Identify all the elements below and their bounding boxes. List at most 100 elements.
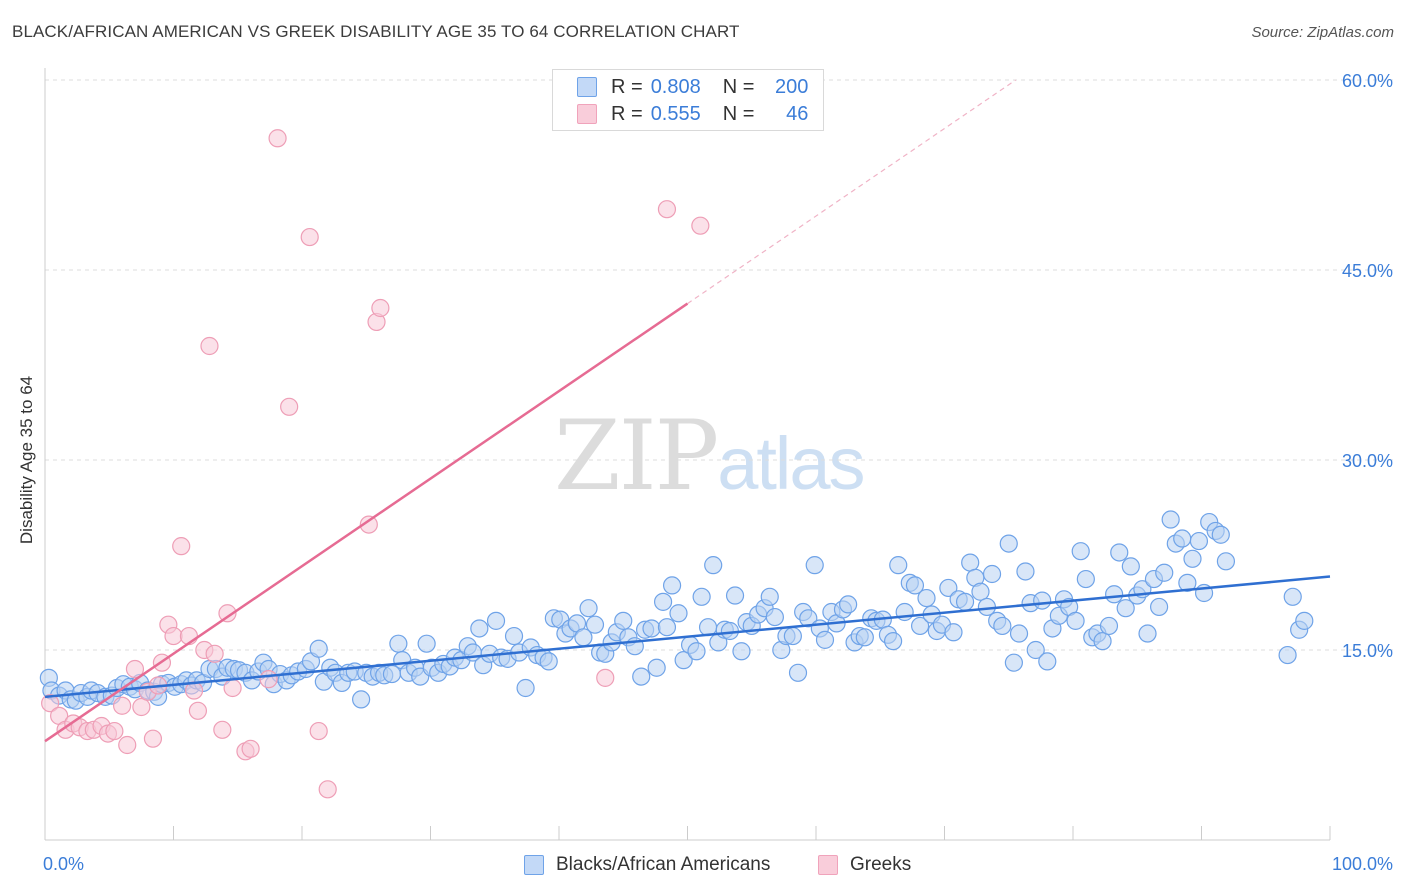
legend-r-label: R =: [611, 102, 643, 125]
data-point-blacks: [961, 553, 980, 572]
data-point-blacks: [905, 576, 925, 595]
data-point-blacks: [939, 578, 958, 598]
data-point-blacks: [470, 619, 489, 638]
data-point-greeks: [241, 739, 260, 758]
data-point-blacks: [1189, 531, 1209, 551]
data-point-blacks: [1295, 611, 1314, 630]
series-legend-blacks[interactable]: Blacks/African Americans: [524, 853, 770, 877]
data-point-greeks: [125, 659, 145, 679]
x-tick-label: 0.0%: [43, 854, 84, 874]
data-point-blacks: [883, 632, 903, 651]
data-point-greeks: [213, 720, 232, 739]
data-point-blacks: [417, 634, 436, 653]
data-point-blacks: [1105, 585, 1124, 604]
legend-n-label: N =: [722, 75, 755, 98]
data-point-blacks: [1161, 510, 1180, 529]
data-point-blacks: [704, 556, 723, 575]
data-point-blacks: [1121, 557, 1140, 576]
data-point-blacks: [662, 576, 682, 595]
data-point-greeks: [188, 701, 208, 720]
data-point-greeks: [596, 668, 615, 687]
data-point-blacks: [647, 658, 666, 677]
y-axis-label: Disability Age 35 to 64: [17, 375, 36, 545]
series-label-greeks: Greeks: [850, 854, 912, 875]
data-point-blacks: [614, 611, 633, 630]
watermark-atlas: atlas: [717, 422, 865, 505]
trend-line-blacks: [44, 575, 1331, 699]
data-point-blacks: [669, 604, 688, 623]
legend-r-value: 0.808: [650, 75, 701, 98]
data-point-blacks: [1116, 599, 1135, 618]
data-point-greeks: [132, 697, 151, 717]
data-point-greeks: [41, 694, 60, 713]
data-point-blacks: [539, 652, 558, 671]
legend-swatch-greeks: [577, 104, 597, 124]
data-point-blacks: [799, 609, 818, 628]
data-point-blacks: [917, 588, 936, 608]
data-point-blacks: [805, 556, 824, 575]
data-point-blacks: [999, 534, 1018, 553]
data-point-blacks: [309, 639, 328, 658]
data-point-greeks: [218, 604, 237, 623]
data-point-blacks: [1110, 543, 1129, 562]
data-point-blacks: [1178, 573, 1197, 592]
legend-r-label: R =: [611, 75, 643, 98]
data-point-greeks: [112, 696, 132, 715]
source-label: Source: ZipAtlas.com: [1251, 24, 1394, 41]
data-point-greeks: [359, 515, 378, 534]
watermark: ZIPatlas: [554, 400, 866, 512]
data-point-blacks: [910, 616, 930, 636]
data-point-greeks: [268, 129, 287, 148]
data-point-greeks: [223, 678, 242, 698]
data-point-blacks: [971, 582, 990, 601]
data-point-blacks: [993, 616, 1012, 636]
data-point-blacks: [674, 651, 693, 670]
legend-n-value: 46: [786, 102, 809, 125]
legend-n-label: N =: [722, 102, 755, 125]
data-point-blacks: [1033, 591, 1052, 610]
data-point-blacks: [687, 642, 706, 661]
data-point-blacks: [1173, 529, 1192, 548]
correlation-legend: R = 0.808 N = 200 R = 0.555 N = 46: [552, 69, 824, 131]
data-point-blacks: [1038, 652, 1057, 671]
data-point-blacks: [1216, 552, 1236, 571]
legend-n-value: 200: [775, 75, 809, 98]
series-legend-greeks[interactable]: Greeks: [818, 853, 911, 877]
data-point-blacks: [855, 628, 874, 647]
data-point-greeks: [200, 336, 219, 356]
data-point-blacks: [815, 630, 835, 649]
y-tick-label: 15.0%: [1342, 641, 1393, 661]
series-swatch-greeks: [818, 855, 838, 875]
data-point-blacks: [579, 599, 598, 618]
data-point-blacks: [1155, 563, 1174, 582]
series-label-blacks: Blacks/African Americans: [556, 854, 771, 875]
data-point-greeks: [657, 200, 677, 219]
data-point-blacks: [1076, 569, 1095, 589]
data-point-greeks: [280, 397, 299, 416]
legend-row-greeks: R = 0.555 N = 46: [577, 102, 808, 126]
x-tick-label: 100.0%: [1332, 854, 1393, 874]
data-point-greeks: [318, 780, 337, 799]
data-point-blacks: [352, 690, 371, 709]
data-point-greeks: [259, 670, 278, 689]
data-point-blacks: [389, 634, 408, 653]
trend-line-greeks-extension: [687, 79, 1017, 305]
data-point-blacks: [725, 586, 745, 605]
data-point-blacks: [788, 663, 808, 682]
data-point-greeks: [205, 644, 224, 663]
data-point-blacks: [982, 564, 1002, 584]
data-point-greeks: [371, 298, 390, 318]
data-point-blacks: [504, 626, 524, 646]
data-point-blacks: [783, 626, 802, 646]
y-tick-label: 60.0%: [1342, 71, 1393, 91]
data-point-blacks: [765, 607, 784, 627]
data-point-greeks: [300, 227, 319, 247]
data-point-blacks: [1211, 525, 1230, 544]
data-point-greeks: [164, 626, 183, 646]
data-point-blacks: [732, 642, 751, 661]
data-point-greeks: [105, 721, 124, 741]
data-point-blacks: [1004, 653, 1023, 672]
data-point-blacks: [1016, 562, 1035, 581]
data-point-greeks: [118, 735, 137, 755]
